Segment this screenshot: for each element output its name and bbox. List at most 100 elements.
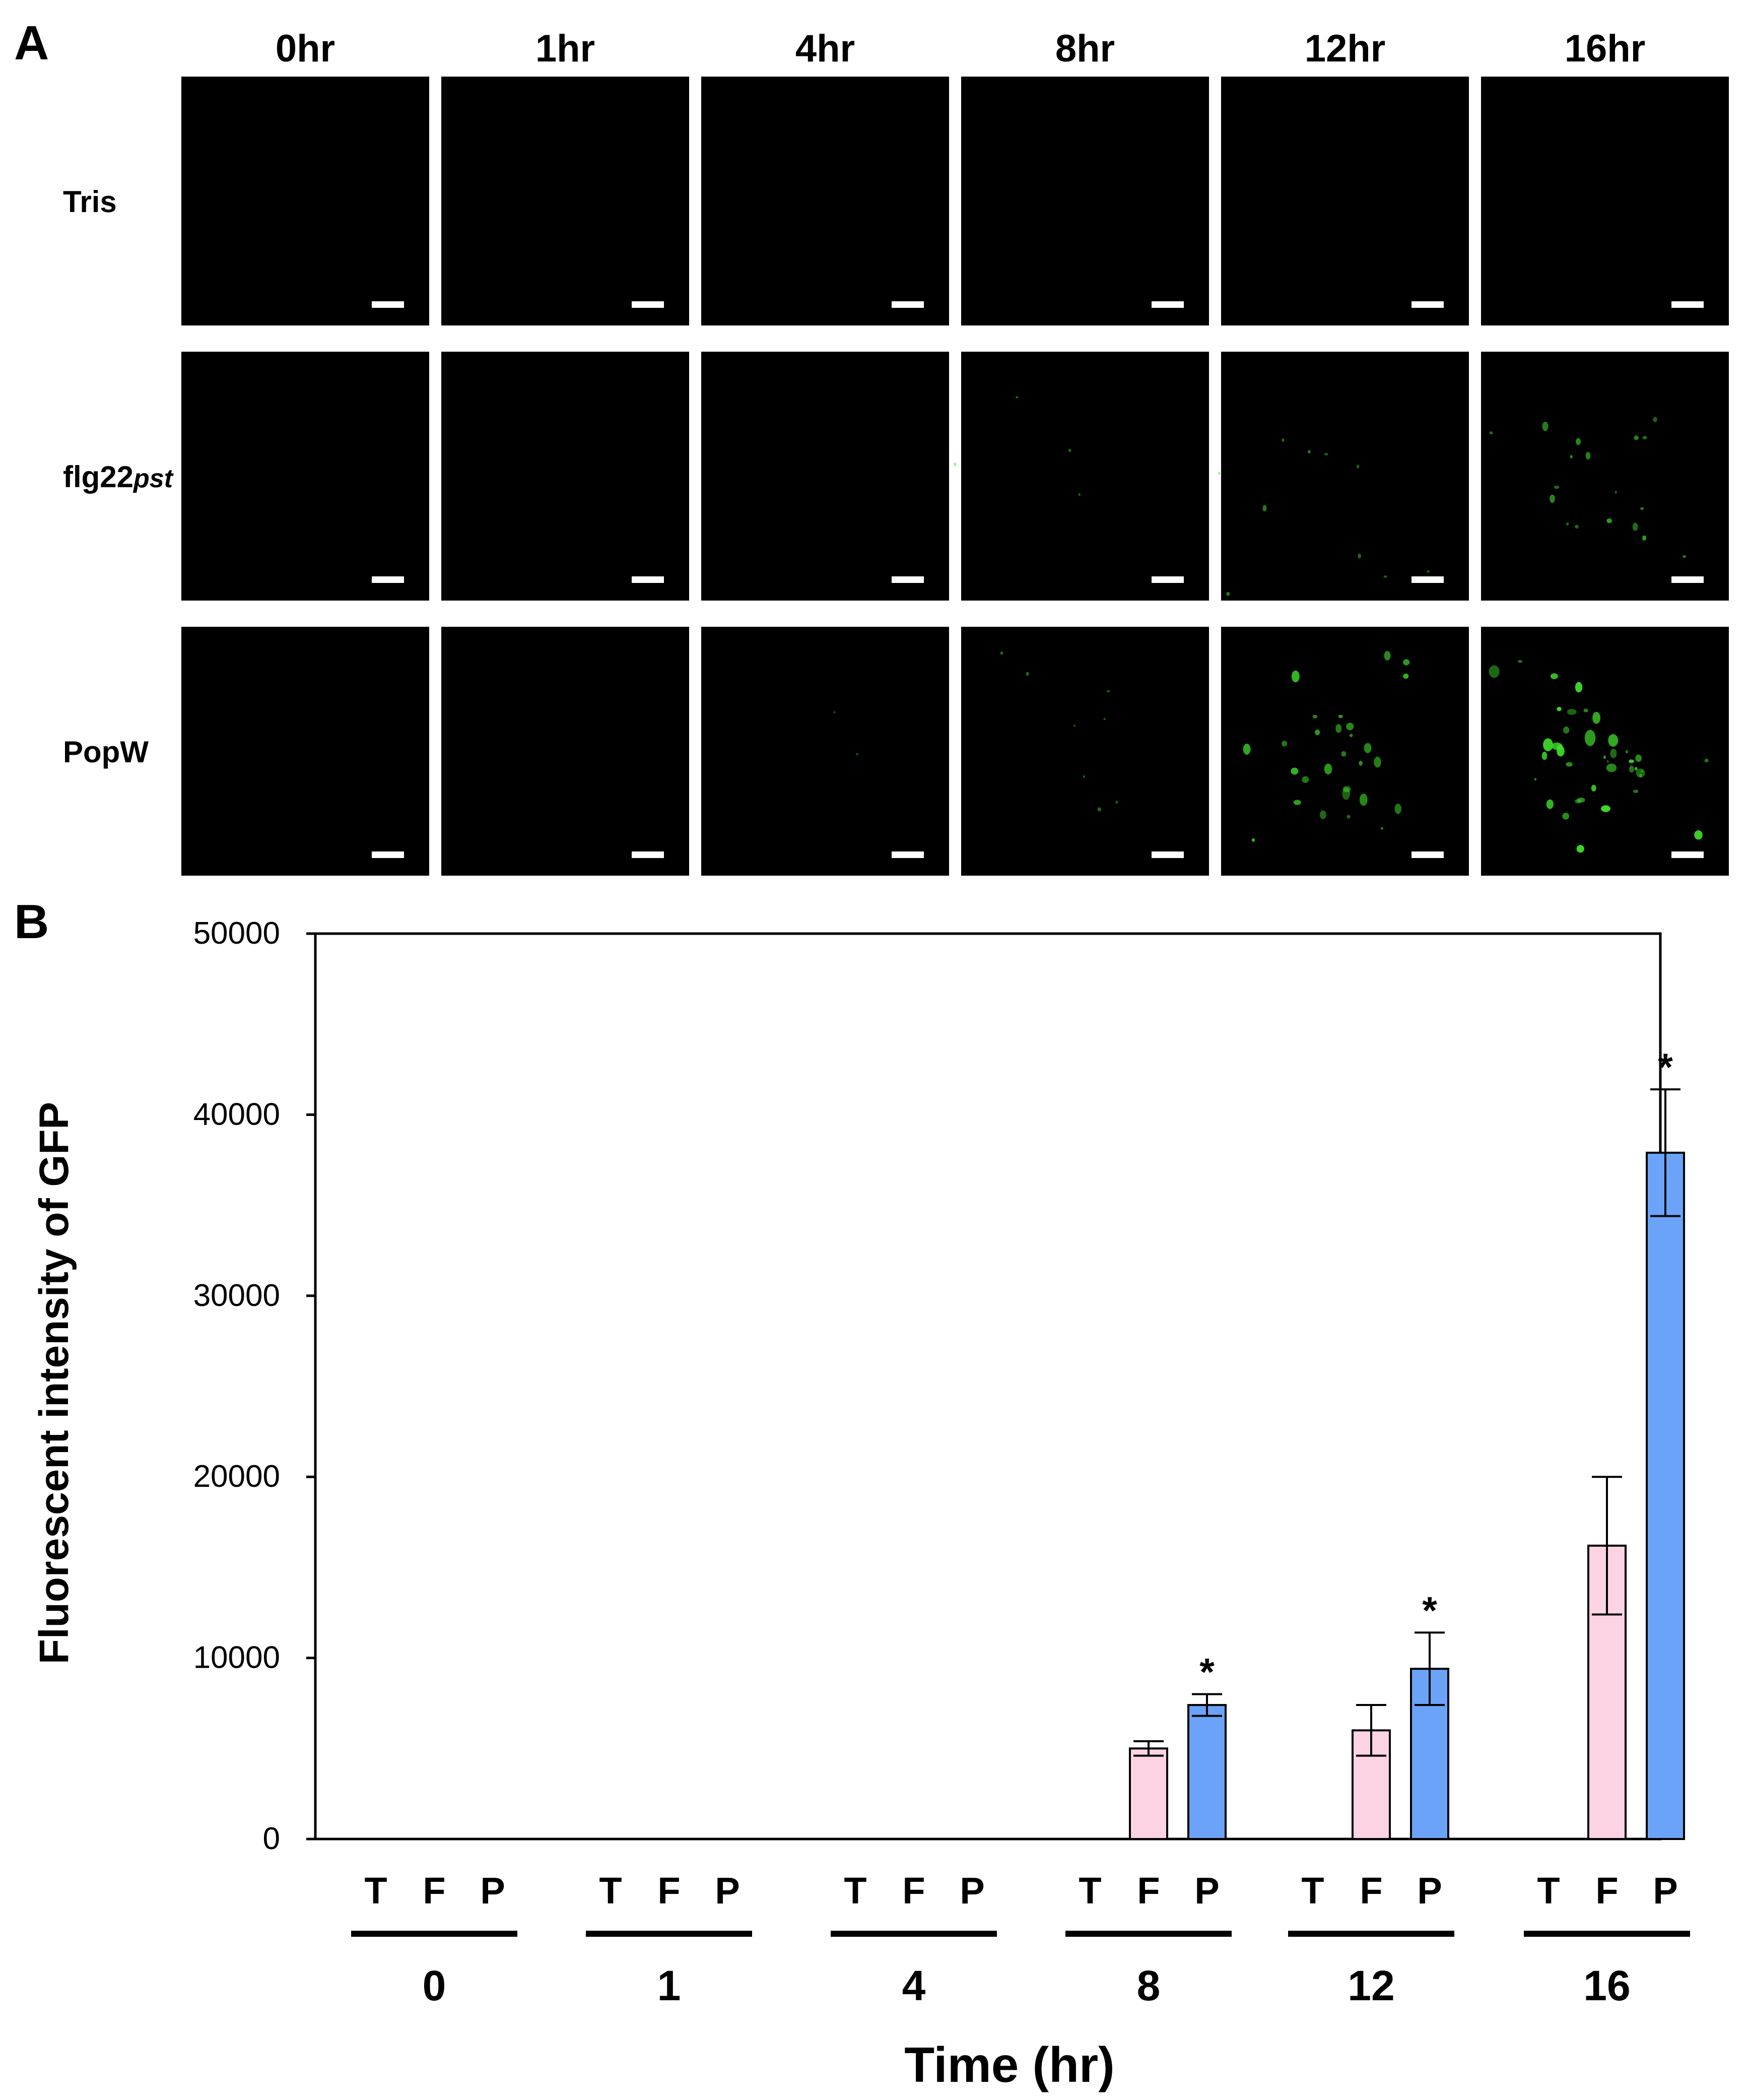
- fluorescence-spot: [1642, 535, 1647, 541]
- fluorescence-spot: [1704, 758, 1709, 763]
- fluorescence-spot: [1574, 799, 1582, 804]
- fluorescence-spot: [1606, 518, 1612, 523]
- fluorescence-spot: [1550, 673, 1558, 679]
- fluorescence-spot: [1640, 507, 1644, 510]
- fluorescence-spot: [1384, 650, 1391, 661]
- micrograph-panel: [181, 77, 429, 325]
- treatment-letter: F: [1595, 1870, 1618, 1912]
- fluorescence-spot: [1557, 707, 1562, 711]
- fluorescence-spot: [1324, 763, 1332, 775]
- micrograph-panel: [181, 627, 429, 876]
- treatment-letter: P: [1194, 1870, 1219, 1912]
- fluorescence-spot: [1342, 785, 1351, 793]
- fluorescence-spot: [1073, 725, 1076, 727]
- fluorescence-spot: [1324, 453, 1328, 456]
- fluorescence-spot: [1563, 726, 1570, 734]
- column-header: 4hr: [795, 27, 855, 70]
- time-group-label: 0: [423, 1962, 446, 2009]
- fluorescence-spot: [1489, 431, 1493, 435]
- fluorescence-spot: [1585, 451, 1591, 460]
- treatment-letter: P: [960, 1870, 984, 1912]
- bar-P-16: [1646, 1151, 1685, 1840]
- fluorescence-spot: [1302, 776, 1309, 783]
- fluorescence-spot: [1570, 454, 1573, 459]
- fluorescence-spot: [1403, 673, 1409, 679]
- y-tick-label: 20000: [193, 1459, 280, 1494]
- scale-bar: [1671, 576, 1704, 583]
- scale-bar: [892, 576, 924, 583]
- micrograph-panel: [1481, 352, 1729, 601]
- fluorescence-spot: [1566, 522, 1569, 526]
- fluorescence-spot: [1394, 803, 1402, 814]
- fluorescence-spot: [1629, 765, 1634, 773]
- scale-bar: [1152, 576, 1184, 583]
- x-axis-label: Time (hr): [904, 2037, 1114, 2092]
- fluorescence-spot: [1226, 592, 1230, 596]
- fluorescence-spot: [1642, 436, 1647, 439]
- treatment-letter: P: [480, 1870, 505, 1912]
- micrograph-panel: [1221, 77, 1469, 325]
- fluorescence-spot: [1489, 665, 1500, 678]
- time-group-label: 1: [657, 1962, 681, 2009]
- scale-bar: [372, 576, 404, 583]
- fluorescence-spot: [1683, 555, 1686, 558]
- fluorescence-spot: [1243, 743, 1251, 755]
- micrograph-panel: [961, 352, 1209, 601]
- micrograph-panel: [181, 352, 429, 601]
- fluorescence-spot: [856, 753, 858, 755]
- scale-bar: [1152, 851, 1184, 858]
- y-tick-label: 10000: [193, 1640, 280, 1675]
- fluorescence-spot: [1312, 714, 1318, 718]
- fluorescence-spot: [1554, 485, 1560, 489]
- y-tick-label: 30000: [193, 1278, 280, 1313]
- treatment-letter: F: [1137, 1870, 1160, 1912]
- micrograph-panel: [1221, 627, 1469, 876]
- fluorescence-spot: [1575, 524, 1579, 529]
- fluorescence-spot: [1349, 734, 1353, 738]
- plot-area: [314, 932, 1662, 1841]
- micrograph-panel: [441, 627, 689, 876]
- fluorescence-spot: [1078, 493, 1081, 496]
- fluorescence-spot: [1359, 760, 1363, 766]
- time-group-label: 12: [1348, 1962, 1394, 2009]
- fluorescence-spot: [1427, 570, 1430, 573]
- treatment-letter: T: [844, 1870, 866, 1912]
- bar-P-8: [1187, 1704, 1227, 1840]
- fluorescence-spot: [1541, 751, 1548, 760]
- fluorescence-spot: [1314, 729, 1320, 736]
- fluorescence-spot: [1639, 773, 1642, 777]
- fluorescence-spot: [1583, 708, 1588, 712]
- row-label: Tris: [63, 185, 117, 219]
- treatment-letter: T: [364, 1870, 387, 1912]
- y-tick-label: 0: [263, 1821, 280, 1856]
- scale-bar: [892, 301, 924, 308]
- time-group-label: 4: [902, 1962, 926, 2009]
- scale-bar: [632, 851, 664, 858]
- fluorescence-spot: [1550, 494, 1555, 503]
- treatment-letter: F: [1360, 1870, 1382, 1912]
- fluorescence-spot: [1319, 810, 1326, 819]
- fluorescence-spot: [1000, 651, 1003, 655]
- fluorescence-spot: [1566, 762, 1573, 767]
- fluorescence-spot: [1358, 553, 1361, 559]
- fluorescence-spot: [1335, 724, 1342, 733]
- fluorescence-spot: [1635, 754, 1642, 762]
- micrograph-panel: [441, 352, 689, 601]
- scale-bar: [632, 301, 664, 308]
- fluorescence-spot: [1097, 807, 1102, 812]
- fluorescence-spot: [1251, 838, 1255, 842]
- micrograph-panel: [961, 627, 1209, 876]
- scale-bar: [1411, 851, 1444, 858]
- fluorescence-spot: [1542, 422, 1549, 431]
- fluorescence-spot: [1107, 690, 1110, 692]
- treatment-letter: T: [1079, 1870, 1101, 1912]
- treatment-letter: T: [1301, 1870, 1324, 1912]
- fluorescence-spot: [1083, 775, 1085, 778]
- micrograph-grid: 0hr 1hr 4hr 8hr 12hr 16hr Tris flg22pst PopW: [63, 27, 1729, 876]
- fluorescence-spot: [1015, 396, 1019, 399]
- fluorescence-spot: [1634, 767, 1638, 771]
- treatment-letter: T: [599, 1870, 622, 1912]
- micrograph-panel: [1481, 77, 1729, 325]
- fluorescence-spot: [1380, 827, 1384, 830]
